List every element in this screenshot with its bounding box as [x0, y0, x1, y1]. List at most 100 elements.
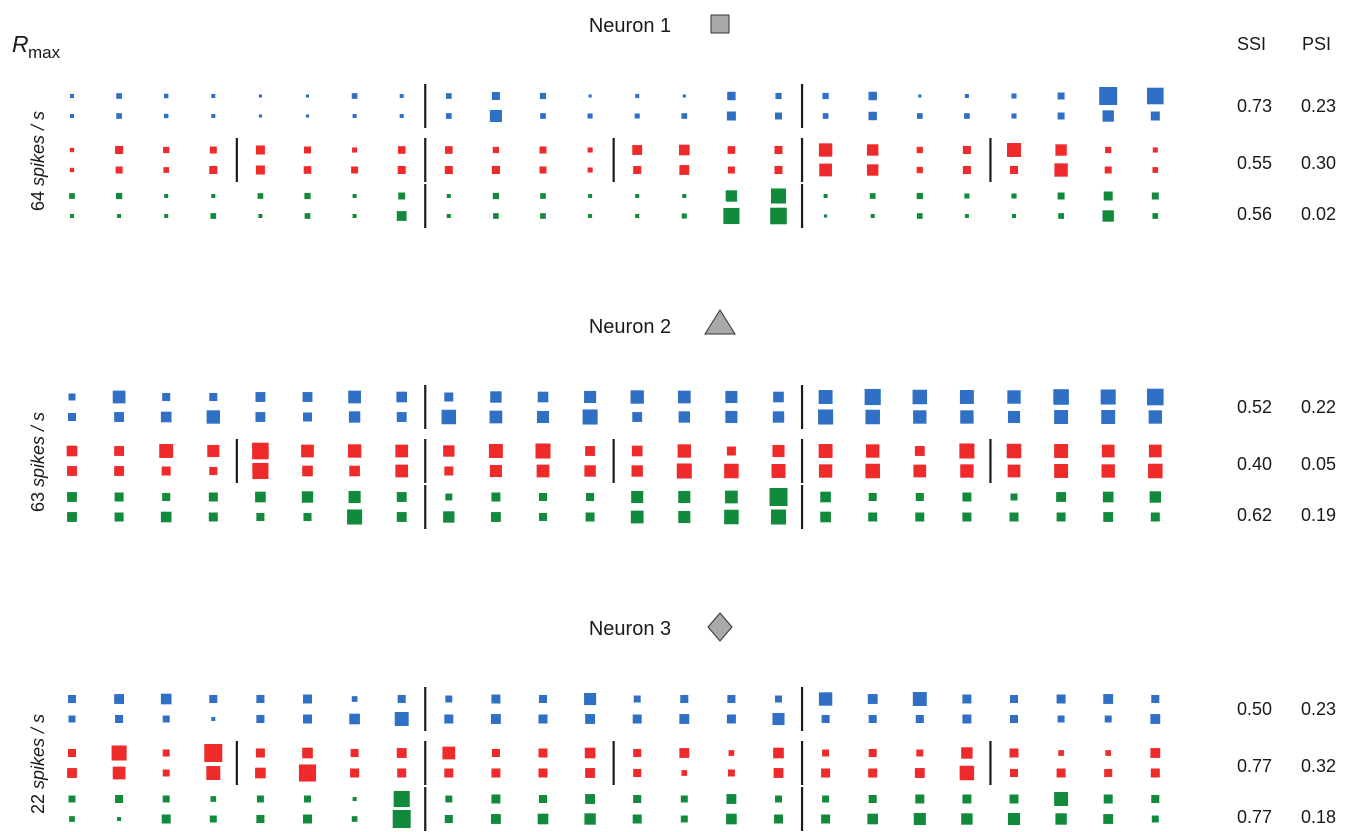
green-response-square [915, 512, 925, 522]
green-response-square [962, 794, 972, 804]
red-response-square [1007, 464, 1021, 478]
psi-value: 0.05 [1301, 454, 1336, 474]
green-response-square [588, 213, 593, 219]
green-response-square [114, 492, 124, 502]
green-response-square [396, 211, 407, 221]
green-response-square [398, 192, 406, 200]
green-response-square [445, 795, 453, 803]
red-response-square [868, 768, 878, 778]
green-response-square [723, 207, 740, 225]
blue-response-square [1151, 694, 1160, 704]
blue-response-square [396, 412, 407, 422]
blue-response-square [1056, 694, 1066, 704]
red-response-square [350, 748, 359, 758]
green-response-square [67, 512, 77, 522]
red-response-square [444, 466, 454, 476]
green-response-square [820, 511, 831, 523]
green-response-square [303, 814, 312, 824]
green-response-square [491, 794, 501, 804]
green-response-square [915, 794, 925, 804]
red-response-square [536, 464, 550, 478]
blue-response-square [773, 391, 784, 403]
red-response-square [865, 463, 880, 479]
blue-response-square [1009, 714, 1019, 724]
blue-response-square [211, 113, 216, 119]
blue-response-square [256, 714, 265, 724]
red-response-square [771, 464, 786, 478]
red-response-square [1054, 444, 1069, 458]
blue-response-square [489, 410, 503, 424]
red-response-square [632, 145, 643, 155]
red-response-square [677, 444, 691, 458]
blue-response-square [818, 692, 833, 706]
blue-response-square [1007, 410, 1021, 424]
blue-response-square [818, 390, 833, 404]
rmax-symbol: R [12, 31, 29, 57]
green-response-square [1055, 813, 1067, 825]
blue-response-square [445, 113, 452, 119]
green-response-square [821, 814, 831, 824]
red-response-square [866, 444, 880, 458]
blue-response-square [582, 409, 598, 425]
red-response-square [822, 749, 830, 757]
blue-response-square [1147, 388, 1164, 406]
green-response-square [538, 512, 548, 522]
red-response-square [1104, 166, 1112, 174]
red-response-square [916, 146, 923, 154]
blue-response-square [775, 92, 782, 100]
green-response-square [256, 814, 265, 824]
green-response-square [770, 207, 787, 225]
blue-response-square [677, 390, 691, 404]
neuron-title: Neuron 1 [589, 15, 671, 37]
blue-response-square [539, 92, 547, 100]
red-response-square [162, 749, 170, 757]
blue-response-square [775, 112, 782, 120]
blue-response-square [352, 113, 357, 119]
green-response-square [678, 490, 691, 504]
green-response-square [585, 794, 596, 804]
green-response-square [678, 510, 691, 524]
blue-response-square [1009, 694, 1019, 704]
red-response-square [961, 747, 973, 759]
red-response-square [773, 747, 784, 759]
red-response-square [159, 444, 174, 458]
red-response-square [1152, 147, 1158, 153]
red-response-square [724, 463, 739, 479]
rmax-label: 64 spikes / s [28, 111, 48, 211]
green-response-square [1056, 512, 1066, 522]
red-response-square [774, 145, 783, 155]
green-response-square [493, 213, 499, 219]
green-response-square [68, 795, 76, 803]
blue-response-square [160, 693, 172, 705]
blue-response-square [1100, 389, 1116, 405]
blue-response-square [396, 391, 408, 403]
green-response-square [1007, 812, 1021, 826]
blue-response-square [302, 392, 313, 402]
blue-response-square [258, 94, 262, 98]
red-response-square [252, 442, 269, 460]
green-response-square [964, 193, 970, 199]
blue-response-square [630, 390, 644, 404]
blue-response-square [397, 694, 406, 704]
blue-response-square [916, 113, 923, 119]
green-response-square [1058, 213, 1064, 219]
green-response-square [775, 795, 782, 803]
red-response-square [443, 445, 455, 457]
green-response-square [820, 491, 831, 503]
blue-response-square [444, 714, 454, 724]
blue-response-square [1011, 93, 1017, 99]
red-response-square [444, 165, 453, 175]
green-response-square [396, 492, 407, 502]
blue-response-square [116, 93, 122, 99]
psi-value: 0.22 [1301, 397, 1336, 417]
blue-response-square [727, 694, 736, 704]
blue-response-square [772, 712, 785, 726]
blue-response-square [540, 113, 546, 119]
blue-response-square [584, 692, 597, 706]
red-response-square [162, 769, 170, 777]
green-response-square [301, 491, 314, 503]
blue-response-square [206, 410, 220, 424]
red-response-square [397, 165, 406, 175]
red-response-square [916, 166, 923, 174]
blue-response-square [399, 93, 404, 99]
